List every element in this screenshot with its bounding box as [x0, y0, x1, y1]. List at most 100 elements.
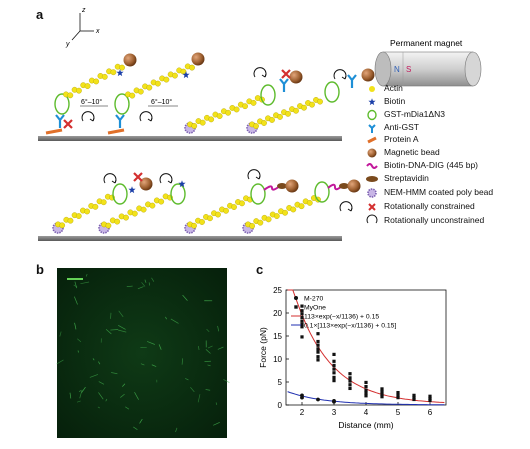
x-tick-label: 5: [396, 408, 401, 417]
actin-bead: [67, 92, 74, 99]
fluorescent-filaments: [56, 274, 230, 433]
x-axis-label: Distance (mm): [338, 420, 393, 430]
actin-bead: [137, 88, 144, 95]
actin-bead: [223, 207, 229, 214]
actin-bead: [67, 217, 74, 224]
myone-point: [412, 393, 416, 397]
actin-bead-icon: [369, 86, 375, 92]
myone-point: [380, 392, 384, 397]
myone-point: [316, 339, 320, 344]
y-axis-label: Force (pN): [258, 327, 268, 368]
biotin-star: [368, 98, 376, 106]
y-tick-label: 25: [273, 286, 282, 295]
myone-point: [412, 397, 416, 402]
formin-ring: [112, 183, 128, 205]
schematic-diagram: z x y 6°–10° 6°–10° Permanent magnet N S: [38, 7, 482, 241]
myone-point: [348, 379, 352, 383]
actin-bead: [298, 203, 305, 210]
axis-z-label: z: [81, 7, 86, 14]
magnetic-bead: [361, 68, 375, 82]
formin-ring: [54, 93, 70, 115]
myone-point: [364, 391, 368, 395]
formin-ring-icon: [367, 109, 377, 121]
myone-point: [380, 390, 384, 394]
myone-point: [332, 359, 336, 363]
actin-bead: [140, 206, 147, 213]
actin-bead: [253, 123, 259, 129]
antibody-y-icon: [368, 124, 376, 133]
legend-label: Streptavidin: [384, 173, 429, 183]
myone-point: [316, 355, 320, 359]
actin-bead: [59, 222, 66, 229]
myone-point: [396, 396, 400, 400]
actin-bead: [163, 76, 170, 83]
legend-entry: M-270: [304, 296, 323, 303]
myone-point: [332, 367, 336, 371]
magnet-title: Permanent magnet: [390, 38, 463, 48]
glass-surface-bottom: [38, 236, 342, 241]
myone-point: [428, 398, 432, 402]
streptavidin: [339, 183, 349, 189]
actin-bead: [249, 223, 256, 229]
anti-gst: [347, 74, 357, 88]
streptavidin: [277, 183, 287, 189]
y-tick-label: 10: [273, 355, 282, 364]
anti-gst: [279, 78, 289, 92]
actin-bead: [207, 215, 213, 222]
actin-bead: [250, 99, 257, 106]
legend-label: Biotin-DNA-DIG (445 bp): [384, 160, 479, 170]
rotation-arrow-icon: [366, 214, 378, 224]
actin-bead: [265, 216, 272, 223]
actin-bead: [269, 117, 275, 123]
panel-c-label: c: [256, 262, 264, 277]
myone-point: [332, 375, 336, 379]
streptavidin-icon: [366, 176, 378, 182]
formin-ring: [250, 183, 266, 205]
anti-gst: [55, 114, 65, 128]
actin-bead: [293, 107, 299, 114]
constrained-cross: [63, 119, 73, 129]
myone-point: [348, 386, 352, 391]
actin-bead: [216, 113, 223, 119]
fit-curve-blue: [287, 391, 445, 406]
protein-a-icon: [367, 136, 377, 144]
actin-bead: [101, 73, 108, 80]
legend-marker-myone: [294, 305, 298, 309]
myone-point: [364, 388, 368, 392]
actin-bead: [84, 83, 91, 89]
actin-bead: [290, 206, 297, 213]
x-tick-label: 3: [332, 408, 337, 417]
actin-bead: [306, 199, 313, 206]
myone-point: [316, 350, 320, 354]
myone-point: [428, 394, 432, 398]
x-tick-label: 6: [428, 408, 433, 417]
actin-bead: [131, 210, 138, 217]
actin-bead: [309, 101, 315, 108]
panel-a-label: a: [36, 7, 44, 22]
actin-bead: [149, 202, 156, 209]
myone-point: [332, 363, 336, 368]
panel-b-label: b: [36, 262, 44, 277]
actin-bead: [84, 208, 90, 215]
formin-ring: [324, 81, 340, 103]
actin-bead: [191, 222, 197, 229]
actin-bead: [239, 200, 245, 207]
fluorescence-micrograph: [56, 268, 230, 438]
actin-bead: [100, 199, 107, 206]
coordinate-axes: [71, 13, 94, 41]
axis-x-label: x: [95, 28, 100, 35]
actin-bead: [76, 87, 82, 94]
biotin-star: [178, 180, 186, 188]
myone-point: [428, 396, 432, 401]
legend-label: Anti-GST: [384, 122, 419, 132]
legend-label: Rotationally unconstrained: [384, 215, 485, 225]
magnetic-bead: [347, 179, 361, 193]
angle-label-2: 6°–10°: [151, 98, 172, 106]
legend-label: Actin: [384, 83, 403, 93]
legend-label: NEM-HMM coated poly bead: [384, 187, 494, 197]
myone-point: [316, 343, 320, 347]
myone-point: [300, 304, 304, 308]
axis-y-label: y: [65, 41, 70, 48]
magnet-south-label: S: [406, 65, 411, 74]
